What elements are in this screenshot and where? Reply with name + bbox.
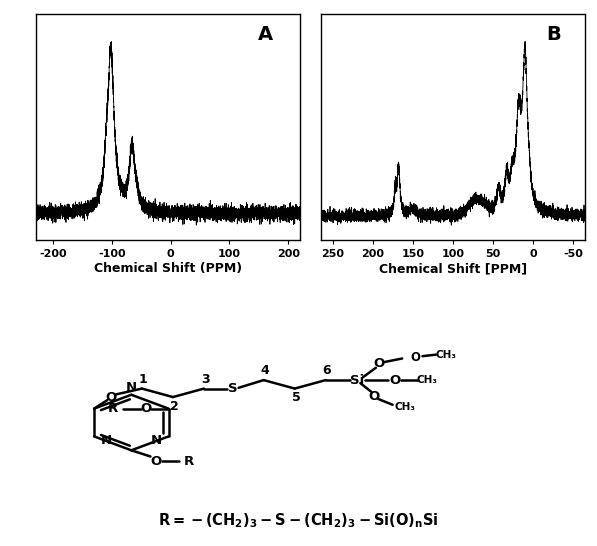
Text: O: O [410, 351, 420, 364]
X-axis label: Chemical Shift (PPM): Chemical Shift (PPM) [94, 262, 242, 275]
Text: 3: 3 [201, 373, 210, 386]
Text: CH₃: CH₃ [394, 402, 415, 412]
Text: 5: 5 [291, 391, 300, 405]
Text: 6: 6 [322, 364, 331, 377]
Text: A: A [258, 25, 273, 44]
Text: N: N [126, 381, 137, 394]
Text: O: O [105, 390, 116, 403]
Text: 4: 4 [260, 364, 269, 377]
Text: R: R [108, 402, 118, 415]
Text: S: S [228, 382, 238, 395]
Text: R: R [184, 455, 195, 467]
Text: N: N [100, 434, 112, 447]
Text: N: N [151, 434, 162, 447]
Text: B: B [546, 25, 561, 44]
Text: O: O [368, 390, 379, 403]
Text: $\bf{R= -(CH_2)_3-S-(CH_2)_3-Si(O)_nSi}$: $\bf{R= -(CH_2)_3-S-(CH_2)_3-Si(O)_nSi}$ [158, 512, 439, 530]
Text: CH₃: CH₃ [436, 349, 457, 360]
Text: O: O [151, 455, 162, 467]
X-axis label: Chemical Shift [PPM]: Chemical Shift [PPM] [379, 262, 527, 275]
Text: O: O [389, 373, 401, 387]
Text: O: O [140, 402, 152, 415]
Text: CH₃: CH₃ [417, 375, 438, 385]
Text: Si: Si [350, 373, 364, 387]
Text: 1: 1 [139, 373, 147, 386]
Text: O: O [374, 358, 385, 370]
Text: 2: 2 [170, 400, 179, 413]
